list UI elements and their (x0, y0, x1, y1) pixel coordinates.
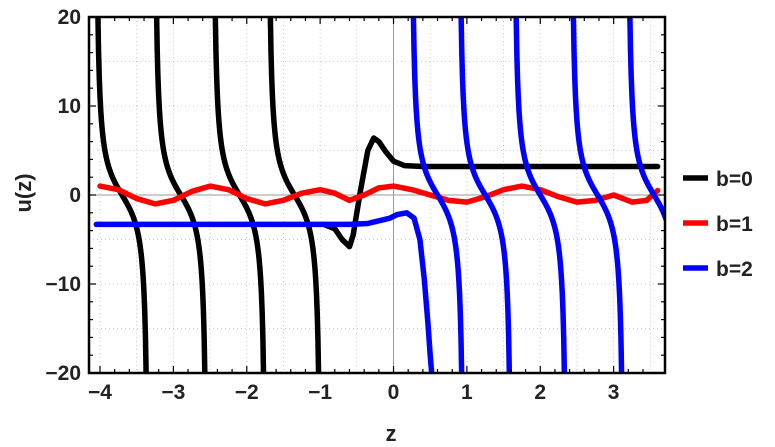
legend-label: b=1 (716, 213, 753, 236)
y-tick-label: 0 (69, 184, 81, 207)
x-tick-label: 1 (461, 381, 473, 404)
legend-label: b=2 (716, 258, 753, 281)
series-b=2 (93, 17, 665, 373)
x-tick-label: −1 (308, 381, 332, 404)
y-tick-label: −20 (45, 362, 81, 385)
x-tick-labels: −4 −3 −2 −1 0 1 2 3 (88, 381, 619, 404)
y-tick-label: 20 (58, 6, 81, 29)
series-branch (627, 17, 665, 226)
legend-item: b=1 (683, 213, 753, 236)
grid-lines (89, 17, 665, 373)
legend-label: b=0 (716, 168, 753, 191)
series-branch (410, 17, 465, 373)
x-tick-label: −4 (88, 381, 112, 404)
axis-ticks (89, 16, 665, 374)
series-b=1 (97, 183, 661, 207)
x-tick-label: −2 (235, 381, 259, 404)
y-tick-label: 10 (58, 95, 81, 118)
x-tick-label: 2 (534, 381, 546, 404)
x-tick-label: −3 (161, 381, 185, 404)
series-branch (153, 17, 208, 373)
x-tick-label: 0 (388, 381, 400, 404)
series-line (321, 135, 661, 250)
y-tick-label: −10 (45, 273, 81, 296)
legend: b=0 b=1 b=2 (683, 168, 753, 281)
x-tick-label: 3 (608, 381, 620, 404)
series-branch (458, 17, 513, 373)
series-branch (513, 17, 568, 373)
series-branch (267, 17, 322, 373)
series-branch (95, 17, 149, 373)
plot-series (93, 17, 665, 373)
legend-item: b=0 (683, 168, 753, 191)
x-axis-title: z (386, 421, 397, 446)
y-axis-title: u(z) (11, 173, 36, 212)
series-branch (570, 17, 625, 373)
series-branch (212, 17, 267, 373)
y-tick-labels: −20 −10 0 10 20 (45, 6, 81, 385)
series-line (93, 210, 435, 373)
legend-item: b=2 (683, 258, 753, 281)
series-line (97, 183, 661, 207)
